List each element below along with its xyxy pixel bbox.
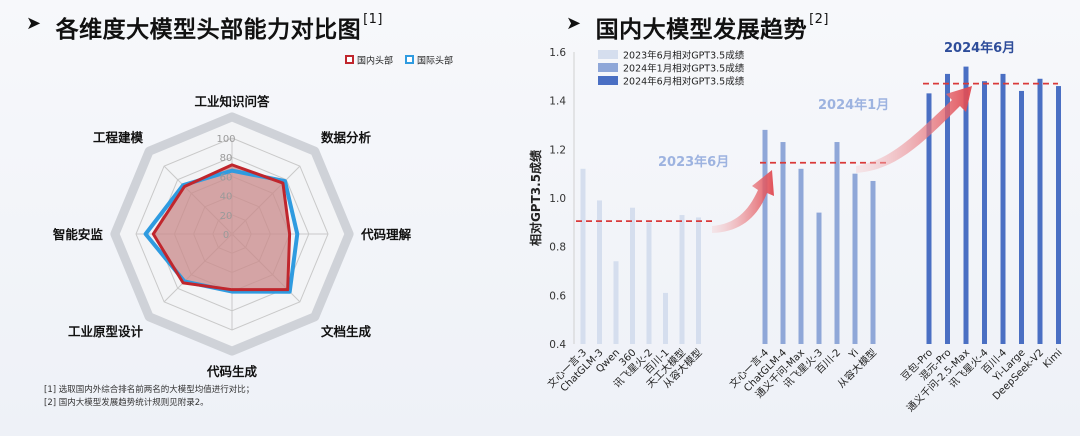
trend-arrow [856, 86, 972, 173]
bar-tick-label: 0.6 [549, 290, 566, 302]
left-heading: ➤ 各维度大模型头部能力对比图 [1] [26, 10, 383, 44]
radar-axis-label: 代码理解 [360, 227, 412, 242]
radar-axis-label: 代码生成 [206, 364, 258, 379]
bar [696, 217, 701, 344]
period-annotation: 2024年1月 [818, 97, 889, 113]
radar-tick-label: 0 [223, 230, 229, 241]
bar-title: 国内大模型发展趋势 [595, 17, 808, 43]
bar [762, 129, 768, 344]
bar [1056, 86, 1061, 345]
bar [780, 142, 786, 344]
bar [963, 66, 969, 344]
trend-arrow [712, 170, 774, 233]
bar [852, 173, 858, 344]
bar [630, 207, 635, 344]
radar-legend-label: 国内头部 [357, 55, 393, 67]
right-heading: ➤ 国内大模型发展趋势 [2] [566, 10, 829, 44]
bar [613, 261, 619, 344]
radar-title-ref: [1] [363, 12, 384, 27]
bar [945, 73, 950, 345]
radar-series-domestic [151, 163, 292, 292]
bar-tick-label: 0.8 [549, 242, 566, 254]
bar-legend-swatch [598, 50, 618, 59]
bullet-arrow-icon: ➤ [26, 13, 42, 34]
radar-axis-label: 工程建模 [93, 130, 144, 145]
radar-title: 各维度大模型头部能力对比图 [55, 17, 362, 43]
period-annotation: 2024年6月 [944, 40, 1015, 56]
radar-tick-label: 100 [216, 134, 235, 145]
bar-tick-label: 1.6 [549, 47, 566, 59]
radar-tick-label: 60 [220, 172, 233, 183]
bar-tick-label: 1.4 [549, 96, 566, 108]
bar [816, 212, 822, 344]
radar-tick-label: 20 [220, 211, 233, 222]
bar [679, 215, 685, 344]
bar [982, 81, 987, 344]
radar-axis-label: 工业原型设计 [68, 324, 144, 339]
period-annotation: 2023年6月 [658, 154, 729, 170]
bar [1037, 78, 1043, 345]
radar-axis-label: 文档生成 [321, 324, 372, 339]
bar-legend-label: 2024年1月相对GPT3.5成绩 [623, 63, 745, 75]
radar-legend-swatch [345, 55, 354, 64]
radar-tick-label: 80 [220, 153, 233, 164]
bar-tick-label: 1.0 [549, 193, 566, 205]
bar [597, 200, 602, 344]
bar [926, 93, 932, 344]
bar-category-label: Kimi [1041, 347, 1064, 370]
radar-axis-label: 工业知识问答 [194, 94, 270, 109]
radar-tick-label: 40 [220, 192, 233, 203]
bar [1000, 73, 1006, 345]
radar-legend-swatch [405, 55, 414, 64]
bar-legend-swatch [598, 63, 618, 72]
radar-axis-label: 数据分析 [320, 130, 372, 145]
footnote-1: [1] 选取国内外综合排名前两名的大模型均值进行对比； [44, 385, 255, 395]
bar [646, 222, 652, 344]
radar-series-international [143, 168, 300, 294]
bar-tick-label: 0.4 [549, 339, 566, 351]
bar [1019, 90, 1024, 344]
bar [580, 168, 586, 344]
bar-title-ref: [2] [809, 12, 830, 27]
bar-legend-swatch [598, 76, 618, 85]
bullet-arrow-icon: ➤ [566, 13, 582, 34]
bar-tick-label: 1.2 [549, 144, 566, 156]
footnote-2: [2] 国内大模型发展趋势统计规则见附录2。 [44, 398, 209, 408]
bar [798, 168, 804, 344]
radar-legend-label: 国际头部 [417, 55, 453, 67]
bar [663, 292, 668, 344]
bar-legend-label: 2024年6月相对GPT3.5成绩 [623, 76, 745, 88]
bar [834, 142, 840, 344]
radar-axis-label: 智能安监 [52, 227, 104, 242]
bar-y-axis-label: 相对GPT3.5成绩 [528, 150, 543, 246]
bar-legend-label: 2023年6月相对GPT3.5成绩 [623, 50, 745, 62]
radar-domestic-fill [153, 164, 290, 290]
bar [870, 180, 876, 344]
footnotes: [1] 选取国内外综合排名前两名的大模型均值进行对比； [2] 国内大模型发展趋… [44, 384, 254, 410]
